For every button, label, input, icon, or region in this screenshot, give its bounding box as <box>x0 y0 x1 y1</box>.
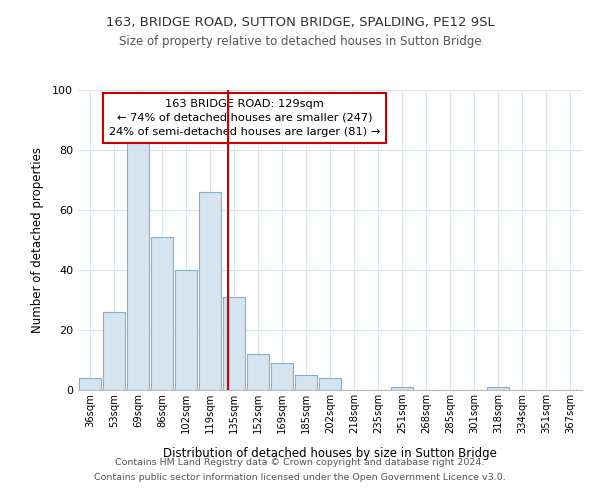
Text: 163, BRIDGE ROAD, SUTTON BRIDGE, SPALDING, PE12 9SL: 163, BRIDGE ROAD, SUTTON BRIDGE, SPALDIN… <box>106 16 494 29</box>
Y-axis label: Number of detached properties: Number of detached properties <box>31 147 44 333</box>
Bar <box>295 375 317 390</box>
Bar <box>151 237 173 390</box>
X-axis label: Distribution of detached houses by size in Sutton Bridge: Distribution of detached houses by size … <box>163 447 497 460</box>
Text: Contains HM Land Registry data © Crown copyright and database right 2024.: Contains HM Land Registry data © Crown c… <box>115 458 485 467</box>
Bar <box>175 270 197 390</box>
Bar <box>127 138 149 390</box>
Bar <box>103 312 125 390</box>
Bar <box>247 354 269 390</box>
Text: Contains public sector information licensed under the Open Government Licence v3: Contains public sector information licen… <box>94 473 506 482</box>
Bar <box>79 378 101 390</box>
Text: 163 BRIDGE ROAD: 129sqm
← 74% of detached houses are smaller (247)
24% of semi-d: 163 BRIDGE ROAD: 129sqm ← 74% of detache… <box>109 99 380 137</box>
Bar <box>223 297 245 390</box>
Bar <box>487 387 509 390</box>
Bar <box>319 378 341 390</box>
Bar <box>199 192 221 390</box>
Text: Size of property relative to detached houses in Sutton Bridge: Size of property relative to detached ho… <box>119 34 481 48</box>
Bar <box>271 363 293 390</box>
Bar <box>391 387 413 390</box>
